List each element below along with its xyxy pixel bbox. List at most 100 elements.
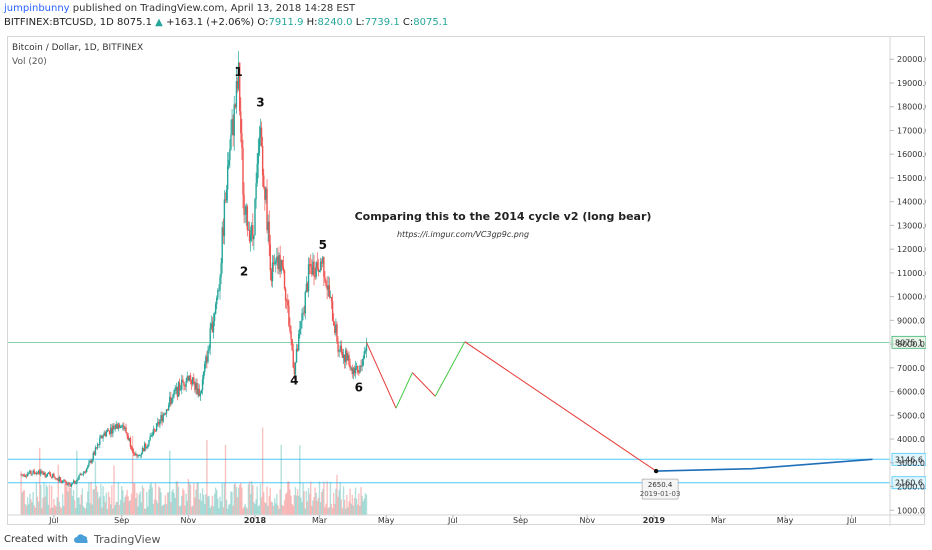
candle-body [346,350,348,361]
x-tick-label: 2018 [244,516,267,525]
projection-green-2-line [434,341,466,397]
volume-bar [318,481,321,515]
volume-bar [313,497,315,515]
volume-bar [95,485,98,515]
candle-body [59,477,62,481]
volume-bar [308,493,311,515]
volume-bar [32,492,34,515]
volume-bar [60,508,63,515]
candle-body [304,292,306,314]
volume-bar [304,508,306,515]
volume-bar [99,496,101,515]
candle-body [221,227,223,264]
candle-body [228,160,230,166]
y-tick-label: 7000.0 [897,364,925,373]
candle-body [353,368,356,374]
volume-bar [315,492,317,515]
volume-bar [150,482,152,515]
chart-frame[interactable]: 8075.1 3146.6 2160.6 2650.4 2019-01-03 1 2 3 4… [7,36,926,526]
candle-body [288,305,290,326]
candle-body [222,227,225,237]
volume-bar [31,502,33,515]
candle-body [220,263,222,277]
candle-body [293,367,296,375]
volume-bar [199,493,202,515]
volume-bar [71,495,74,515]
volume-bar [80,494,82,515]
author-link[interactable]: jumpinbunny [4,3,70,14]
candle-body [123,425,125,429]
candle-body [167,405,170,411]
volume-bar [85,502,88,515]
volume-bar [40,484,42,515]
candle-body [315,262,317,277]
candle-body [92,452,94,460]
volume-bar [232,505,234,515]
volume-bar [216,490,218,515]
volume-bar [299,445,301,515]
candle-body [324,276,326,281]
volume-bar [269,487,272,515]
volume-bar [202,494,205,515]
candle-body [94,447,97,455]
volume-bar [45,484,47,515]
open-value: 7911.9 [268,17,304,28]
volume-bar [36,496,39,515]
volume-bar [218,508,220,515]
candle-body [332,320,335,326]
candle-body [257,152,259,164]
volume-bar [87,491,89,515]
volume-bar [46,486,49,515]
candle-body [148,440,150,445]
candle-body [242,147,244,195]
candle-body [182,379,184,383]
candle-body [305,283,308,293]
candle-body [163,413,165,415]
candle-body [189,375,192,381]
candle-body [323,257,325,277]
volume-bar [365,494,368,515]
volume-bar [222,507,225,515]
candle-body [84,471,87,473]
candle-body [347,354,349,361]
tradingview-logo[interactable]: TradingView [73,533,160,546]
volume-bar [293,495,296,515]
high-label: H: [306,17,318,28]
candle-body [108,430,111,434]
candle-body [296,348,299,351]
volume-bar [119,499,122,515]
volume-bar [135,498,137,515]
volume-bar [358,493,360,515]
candle-body [66,482,68,485]
volume-bar [190,506,193,515]
candle-body [198,388,200,397]
volume-bar [283,500,286,515]
candle-body [359,365,361,373]
candle-body [258,137,261,153]
candle-body [55,477,57,479]
y-tick-label: 2000.0 [897,483,925,492]
price-tag-box [891,335,926,349]
candle-body [124,427,126,429]
candle-body [115,424,117,429]
candle-body [40,471,42,475]
candle-body [154,430,157,432]
candle-body [118,424,121,428]
price-change: +163.1 (+2.06%) [166,17,255,28]
candle-body [49,473,52,477]
volume-bar [233,484,235,515]
y-tick-label: 3000.0 [897,459,925,468]
candle-body [253,235,255,240]
price-tag-label: 8075.1 [895,338,923,347]
candle-body [343,354,346,362]
volume-bar [35,482,38,515]
candle-body [192,377,194,385]
volume-bar [47,504,50,515]
candle-body [110,427,112,434]
volume-bar [64,483,66,515]
wave-label: 6 [355,381,363,395]
candle-body [119,426,122,428]
candle-body [41,471,43,473]
annotation-link[interactable]: https://i.imgur.com/VC3gp9c.png [397,230,529,239]
